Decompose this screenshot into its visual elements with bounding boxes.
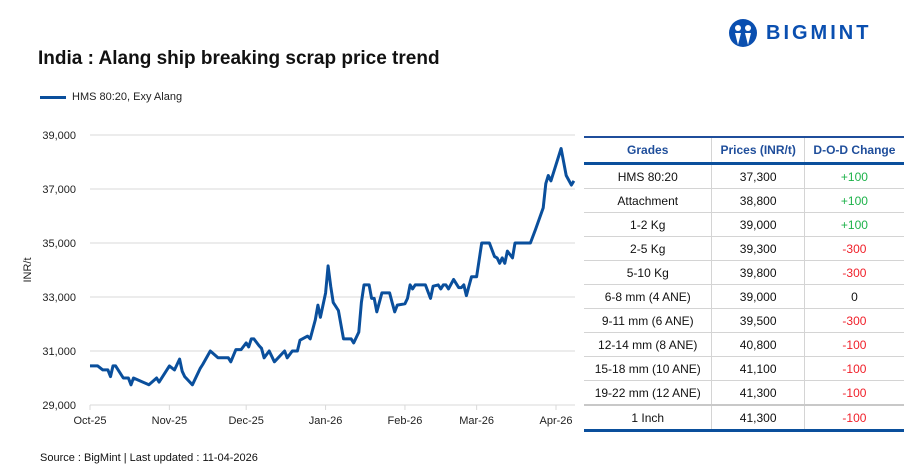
y-tick-label: 31,000 bbox=[42, 346, 76, 358]
price-cell: 39,500 bbox=[711, 308, 805, 333]
x-tick-label: Jan-26 bbox=[309, 415, 343, 427]
price-cell: 37,300 bbox=[711, 163, 805, 189]
series-line-hms-80-20 bbox=[90, 147, 576, 387]
y-tick-label: 35,000 bbox=[42, 238, 76, 250]
price-cell: 39,000 bbox=[711, 284, 805, 309]
x-tick-label: Dec-25 bbox=[228, 415, 263, 427]
change-cell: -300 bbox=[803, 308, 904, 333]
logo-text: BIGMINT bbox=[766, 21, 872, 44]
price-cell: 40,800 bbox=[711, 332, 805, 357]
table-row: 5-10 Kg 39,800 -300 bbox=[584, 260, 904, 285]
price-cell: 39,800 bbox=[711, 260, 805, 285]
table-row: 1-2 Kg 39,000 +100 bbox=[584, 212, 904, 237]
table-row: 1 Inch 41,300 -100 bbox=[584, 404, 904, 432]
table-row: 15-18 mm (10 ANE) 41,100 -100 bbox=[584, 356, 904, 381]
x-tick-label: Feb-26 bbox=[388, 415, 423, 427]
change-cell: -100 bbox=[803, 356, 904, 381]
grade-cell: 19-22 mm (12 ANE) bbox=[584, 380, 712, 406]
change-cell: +100 bbox=[803, 188, 904, 213]
change-cell: -100 bbox=[803, 332, 904, 357]
y-tick-label: 29,000 bbox=[42, 400, 76, 412]
grade-cell: 2-5 Kg bbox=[584, 236, 712, 261]
grade-cell: 1-2 Kg bbox=[584, 212, 712, 237]
x-tick-label: Nov-25 bbox=[152, 415, 187, 427]
header-change: D-O-D Change bbox=[803, 136, 904, 165]
change-cell: -300 bbox=[803, 236, 904, 261]
price-cell: 39,000 bbox=[711, 212, 805, 237]
x-tick-label: Apr-26 bbox=[539, 415, 572, 427]
table-row: 19-22 mm (12 ANE) 41,300 -100 bbox=[584, 380, 904, 406]
change-cell: -100 bbox=[803, 380, 904, 406]
y-tick-label: 37,000 bbox=[42, 184, 76, 196]
table-row: 12-14 mm (8 ANE) 40,800 -100 bbox=[584, 332, 904, 357]
grade-cell: 5-10 Kg bbox=[584, 260, 712, 285]
legend: HMS 80:20, Exy Alang bbox=[40, 91, 182, 103]
change-cell: 0 bbox=[803, 284, 904, 309]
change-cell: +100 bbox=[803, 212, 904, 237]
price-cell: 38,800 bbox=[711, 188, 805, 213]
source-note: Source : BigMint | Last updated : 11-04-… bbox=[40, 452, 258, 464]
grade-cell: 9-11 mm (6 ANE) bbox=[584, 308, 712, 333]
table-row: 9-11 mm (6 ANE) 39,500 -300 bbox=[584, 308, 904, 333]
grade-cell: 12-14 mm (8 ANE) bbox=[584, 332, 712, 357]
change-cell: +100 bbox=[803, 163, 904, 189]
legend-swatch bbox=[40, 95, 66, 99]
bigmint-logo: BIGMINT bbox=[728, 18, 871, 48]
table-row: 2-5 Kg 39,300 -300 bbox=[584, 236, 904, 261]
table-row: Attachment 38,800 +100 bbox=[584, 188, 904, 213]
y-tick-label: 39,000 bbox=[42, 130, 76, 142]
price-cell: 41,300 bbox=[711, 404, 805, 432]
x-tick-label: Mar-26 bbox=[459, 415, 494, 427]
grade-cell: 1 Inch bbox=[584, 404, 712, 432]
legend-label: HMS 80:20, Exy Alang bbox=[72, 91, 183, 103]
grade-cell: Attachment bbox=[584, 188, 712, 213]
y-axis-label: INR/t bbox=[22, 257, 34, 282]
grade-cell: 15-18 mm (10 ANE) bbox=[584, 356, 712, 381]
price-table: Grades Prices (INR/t) D-O-D Change HMS 8… bbox=[584, 136, 904, 432]
price-cell: 41,300 bbox=[711, 380, 805, 406]
y-tick-label: 33,000 bbox=[42, 292, 76, 304]
table-row: HMS 80:20 37,300 +100 bbox=[584, 163, 904, 189]
header-grades: Grades bbox=[584, 136, 712, 165]
change-cell: -100 bbox=[803, 404, 904, 432]
header-prices: Prices (INR/t) bbox=[711, 136, 805, 165]
x-tick-label: Oct-25 bbox=[73, 415, 106, 427]
bigmint-logo-icon bbox=[729, 19, 757, 47]
grade-cell: 6-8 mm (4 ANE) bbox=[584, 284, 712, 309]
price-cell: 39,300 bbox=[711, 236, 805, 261]
table-row: 6-8 mm (4 ANE) 39,000 0 bbox=[584, 284, 904, 309]
change-cell: -300 bbox=[803, 260, 904, 285]
price-cell: 41,100 bbox=[711, 356, 805, 381]
page-title: India : Alang ship breaking scrap price … bbox=[38, 48, 440, 69]
grade-cell: HMS 80:20 bbox=[584, 163, 712, 189]
